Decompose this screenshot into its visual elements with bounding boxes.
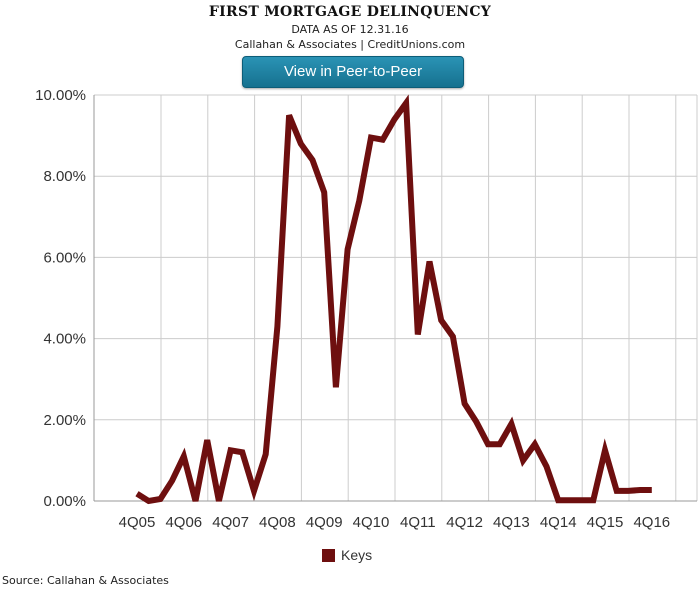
legend-swatch [322,548,335,562]
x-tick-label: 4Q07 [212,514,249,531]
x-tick-label: 4Q09 [306,514,343,531]
chart-subtitle-source: Callahan & Associates | CreditUnions.com [234,38,466,51]
view-peer-to-peer-button[interactable]: View in Peer-to-Peer [242,56,464,88]
y-tick-label: 10.00% [35,87,86,104]
x-tick-label: 4Q15 [587,514,624,531]
x-tick-label: 4Q06 [165,514,202,531]
y-tick-label: 4.00% [43,331,86,348]
y-tick-label: 0.00% [43,493,86,510]
x-tick-label: 4Q11 [400,514,436,531]
x-tick-label: 4Q13 [493,514,530,531]
series-line-keys [135,94,652,505]
x-tick-label: 4Q12 [446,514,483,531]
y-tick-label: 6.00% [43,249,86,266]
x-tick-label: 4Q10 [353,514,390,531]
x-tick-label: 4Q16 [633,514,670,531]
y-tick-label: 8.00% [43,168,86,185]
legend-label: Keys [341,547,373,563]
legend-item-keys[interactable]: Keys [322,547,372,563]
source-note: Source: Callahan & Associates [2,574,169,587]
chart-title: FIRST MORTGAGE DELINQUENCY [208,4,492,20]
y-tick-label: 2.00% [43,412,86,429]
x-tick-label: 4Q14 [540,514,577,531]
chart-subtitle-date: DATA AS OF 12.31.16 [291,23,409,36]
x-tick-label: 4Q05 [119,514,156,531]
x-tick-label: 4Q08 [259,514,296,531]
